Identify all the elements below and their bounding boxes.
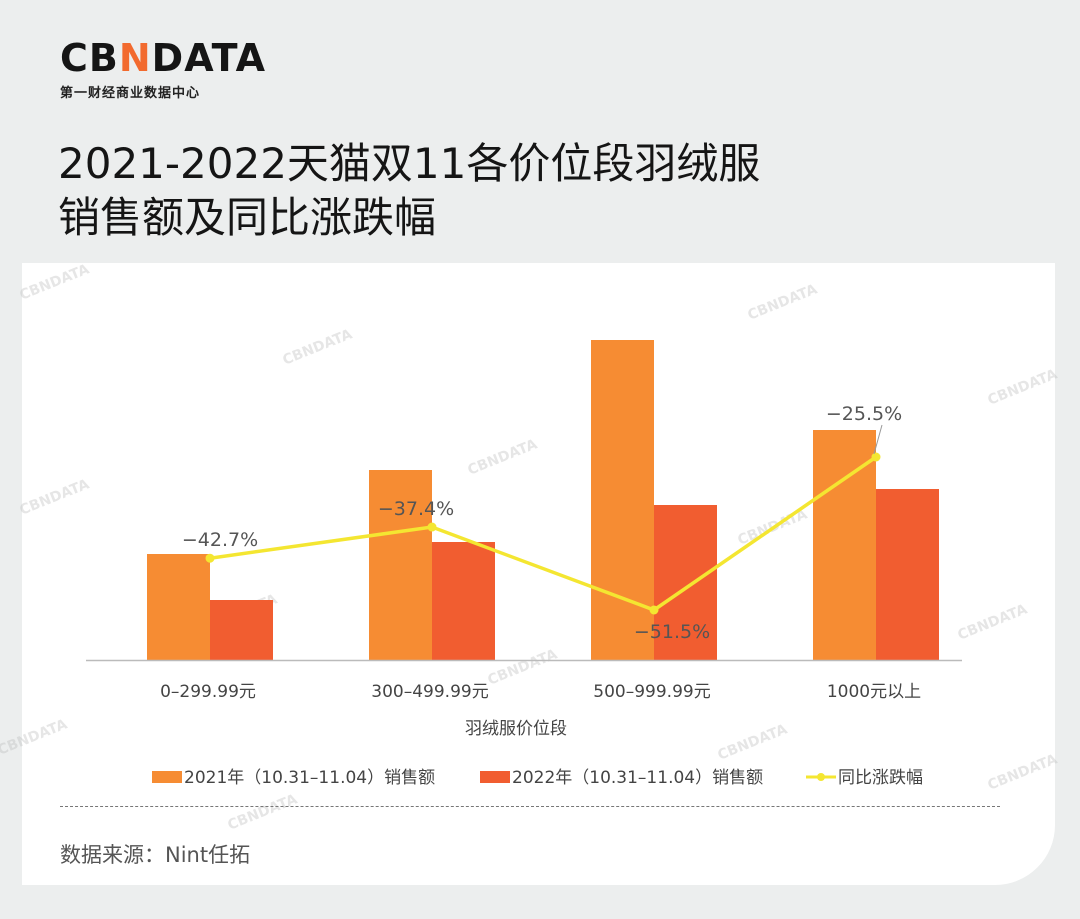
yoy-label-leader-3 [873, 424, 883, 455]
watermark-3: CBNDATA [986, 366, 1060, 408]
watermark-10: CBNDATA [716, 721, 790, 763]
yoy-label-1: −37.4% [378, 498, 454, 520]
bar-2022-0 [210, 600, 273, 660]
yoy-point-1 [427, 522, 437, 532]
logo-subtitle: 第一财经商业数据中心 [60, 86, 201, 101]
watermark-13: CBNDATA [0, 716, 70, 758]
watermark-4: CBNDATA [18, 476, 92, 518]
yoy-line [209, 455, 877, 612]
watermark-12: CBNDATA [226, 791, 300, 833]
watermark-5: CBNDATA [466, 436, 540, 478]
watermark-0: CBNDATA [18, 261, 92, 303]
bar-2021-3 [813, 430, 876, 660]
bars-group [147, 340, 939, 660]
chart-title: 2021-2022天猫双11各价位段羽绒服 销售额及同比涨跌幅 [58, 137, 878, 245]
logo: CBNDATA 第一财经商业数据中心 [60, 38, 266, 101]
line-series-group: −42.7% −37.4% −51.5% −25.5% [182, 403, 902, 643]
x-tick-label-1: 300–499.99元 [371, 682, 488, 702]
x-tick-label-3: 1000元以上 [827, 682, 921, 702]
bar-2022-1 [432, 542, 495, 660]
yoy-point-3 [871, 452, 881, 462]
legend: 2021年（10.31–11.04）销售额 2022年（10.31–11.04）销… [152, 768, 923, 788]
yoy-label-2: −51.5% [634, 621, 710, 643]
legend-label-2: 同比涨跌幅 [838, 768, 923, 788]
divider-dashed [60, 806, 1000, 807]
legend-swatch-0 [152, 771, 182, 783]
legend-swatch-1 [480, 771, 510, 783]
title-line-1: 2021-2022天猫双11各价位段羽绒服 [58, 139, 761, 188]
yoy-point-0 [205, 553, 215, 563]
yoy-label-0: −42.7% [182, 529, 258, 551]
legend-label-1: 2022年（10.31–11.04）销售额 [512, 768, 763, 788]
legend-label-0: 2021年（10.31–11.04）销售额 [184, 768, 435, 788]
logo-wordmark: CBNDATA [60, 36, 267, 80]
bar-2021-2 [591, 340, 654, 660]
x-tick-label-0: 0–299.99元 [160, 682, 256, 702]
bar-2021-0 [147, 554, 210, 660]
bar-2021-1 [369, 470, 432, 660]
watermark-1: CBNDATA [281, 326, 355, 368]
watermark-9: CBNDATA [486, 646, 560, 688]
title-line-2: 销售额及同比涨跌幅 [58, 193, 437, 242]
x-axis-title: 羽绒服价位段 [465, 719, 567, 739]
x-tick-label-2: 500–999.99元 [593, 682, 710, 702]
yoy-point-2 [649, 605, 659, 615]
watermark-8: CBNDATA [956, 601, 1030, 643]
bar-2022-2 [654, 505, 717, 660]
source-note: 数据来源：Nint任拓 [60, 843, 251, 867]
watermark-2: CBNDATA [746, 281, 820, 323]
bar-2022-3 [876, 489, 939, 660]
legend-swatch-dot-2 [817, 773, 825, 781]
x-tick-labels: 0–299.99元 300–499.99元 500–999.99元 1000元以上 [160, 682, 921, 702]
watermark-11: CBNDATA [986, 751, 1060, 793]
yoy-label-3: −25.5% [826, 403, 902, 425]
